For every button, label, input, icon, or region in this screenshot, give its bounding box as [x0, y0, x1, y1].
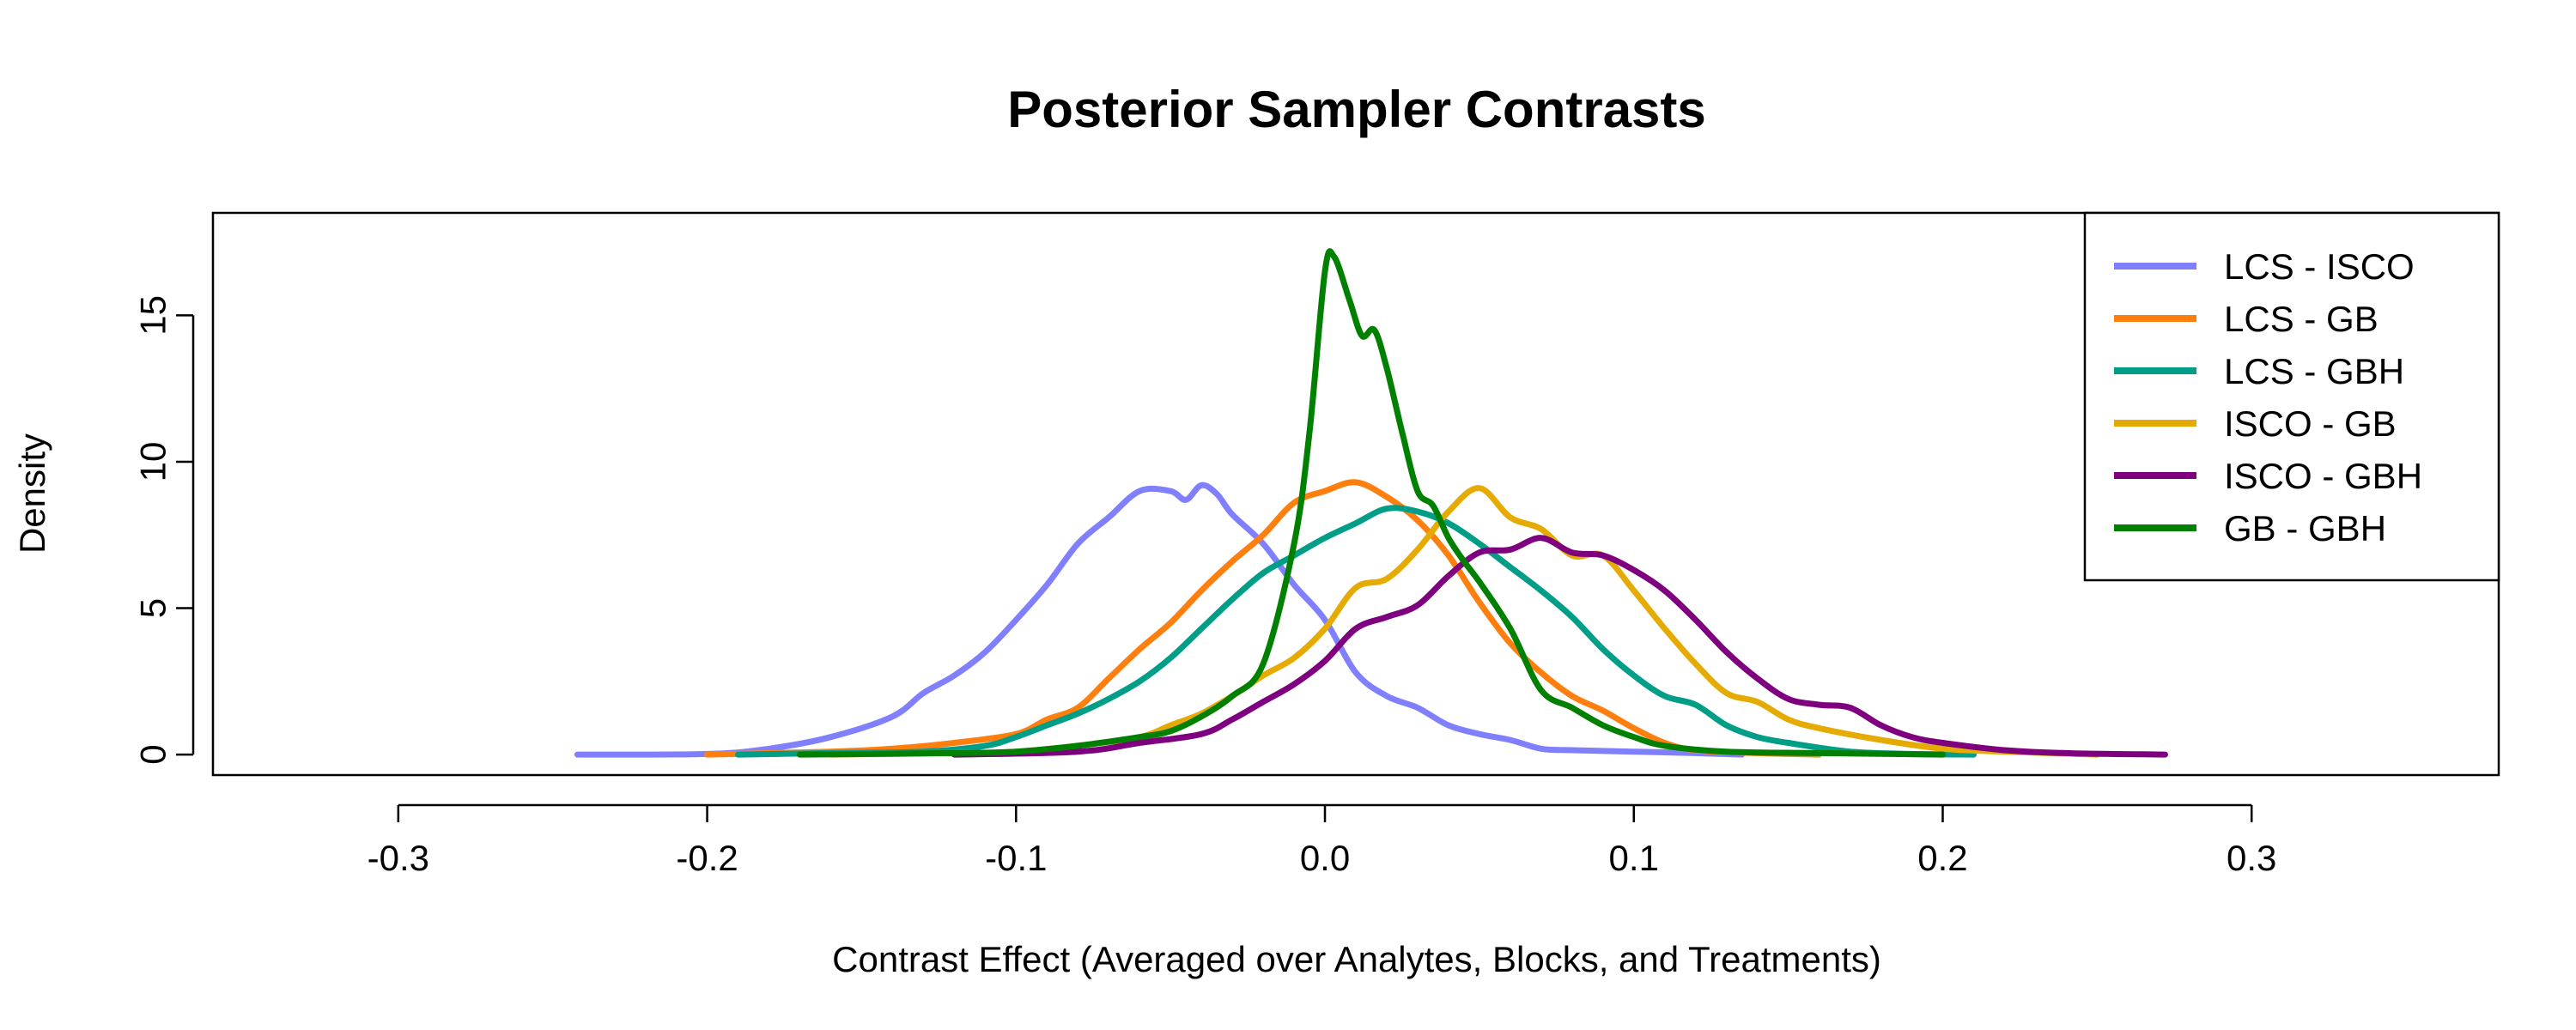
x-axis-label: Contrast Effect (Averaged over Analytes,…	[832, 939, 1881, 979]
series-line-isco-gbh	[951, 535, 2168, 758]
series-line-lcs-gbh	[735, 505, 1977, 758]
legend-label-gb-gbh: GB - GBH	[2224, 508, 2386, 548]
x-tick-label: -0.2	[676, 838, 738, 878]
x-tick-label: 0.2	[1917, 838, 1967, 878]
series-line-gb-gbh	[797, 248, 1946, 758]
x-tick-label: 0.3	[2227, 838, 2276, 878]
x-axis: -0.3 -0.2 -0.1 0.0 0.1 0.2 0.3	[368, 803, 2276, 878]
legend: LCS - ISCO LCS - GB LCS - GBH ISCO - GB ISCO…	[2083, 211, 2500, 582]
x-tick-label: -0.3	[368, 838, 429, 878]
y-tick-label: 0	[133, 744, 173, 764]
x-tick-label: 0.1	[1609, 838, 1659, 878]
legend-label-lcs-gbh: LCS - GBH	[2224, 351, 2404, 391]
legend-label-isco-gb: ISCO - GB	[2224, 403, 2397, 444]
y-axis: 0 5 10 15	[133, 295, 195, 765]
legend-label-lcs-isco: LCS - ISCO	[2224, 246, 2415, 287]
chart-title: Posterior Sampler Contrasts	[1007, 81, 1706, 138]
legend-label-isco-gbh: ISCO - GBH	[2224, 456, 2422, 496]
y-tick-label: 15	[133, 295, 173, 336]
series-line-isco-gb	[828, 485, 2100, 758]
y-tick-label: 10	[133, 442, 173, 482]
y-tick-label: 5	[133, 598, 173, 618]
legend-box	[2083, 211, 2500, 582]
series-layer	[574, 248, 2168, 758]
legend-label-lcs-gb: LCS - GB	[2224, 299, 2379, 339]
x-tick-label: -0.1	[985, 838, 1047, 878]
y-axis-label: Density	[12, 433, 52, 554]
series-line-lcs-gb	[704, 479, 1823, 758]
x-tick-label: 0.0	[1300, 838, 1350, 878]
series-line-lcs-isco	[574, 482, 1746, 758]
